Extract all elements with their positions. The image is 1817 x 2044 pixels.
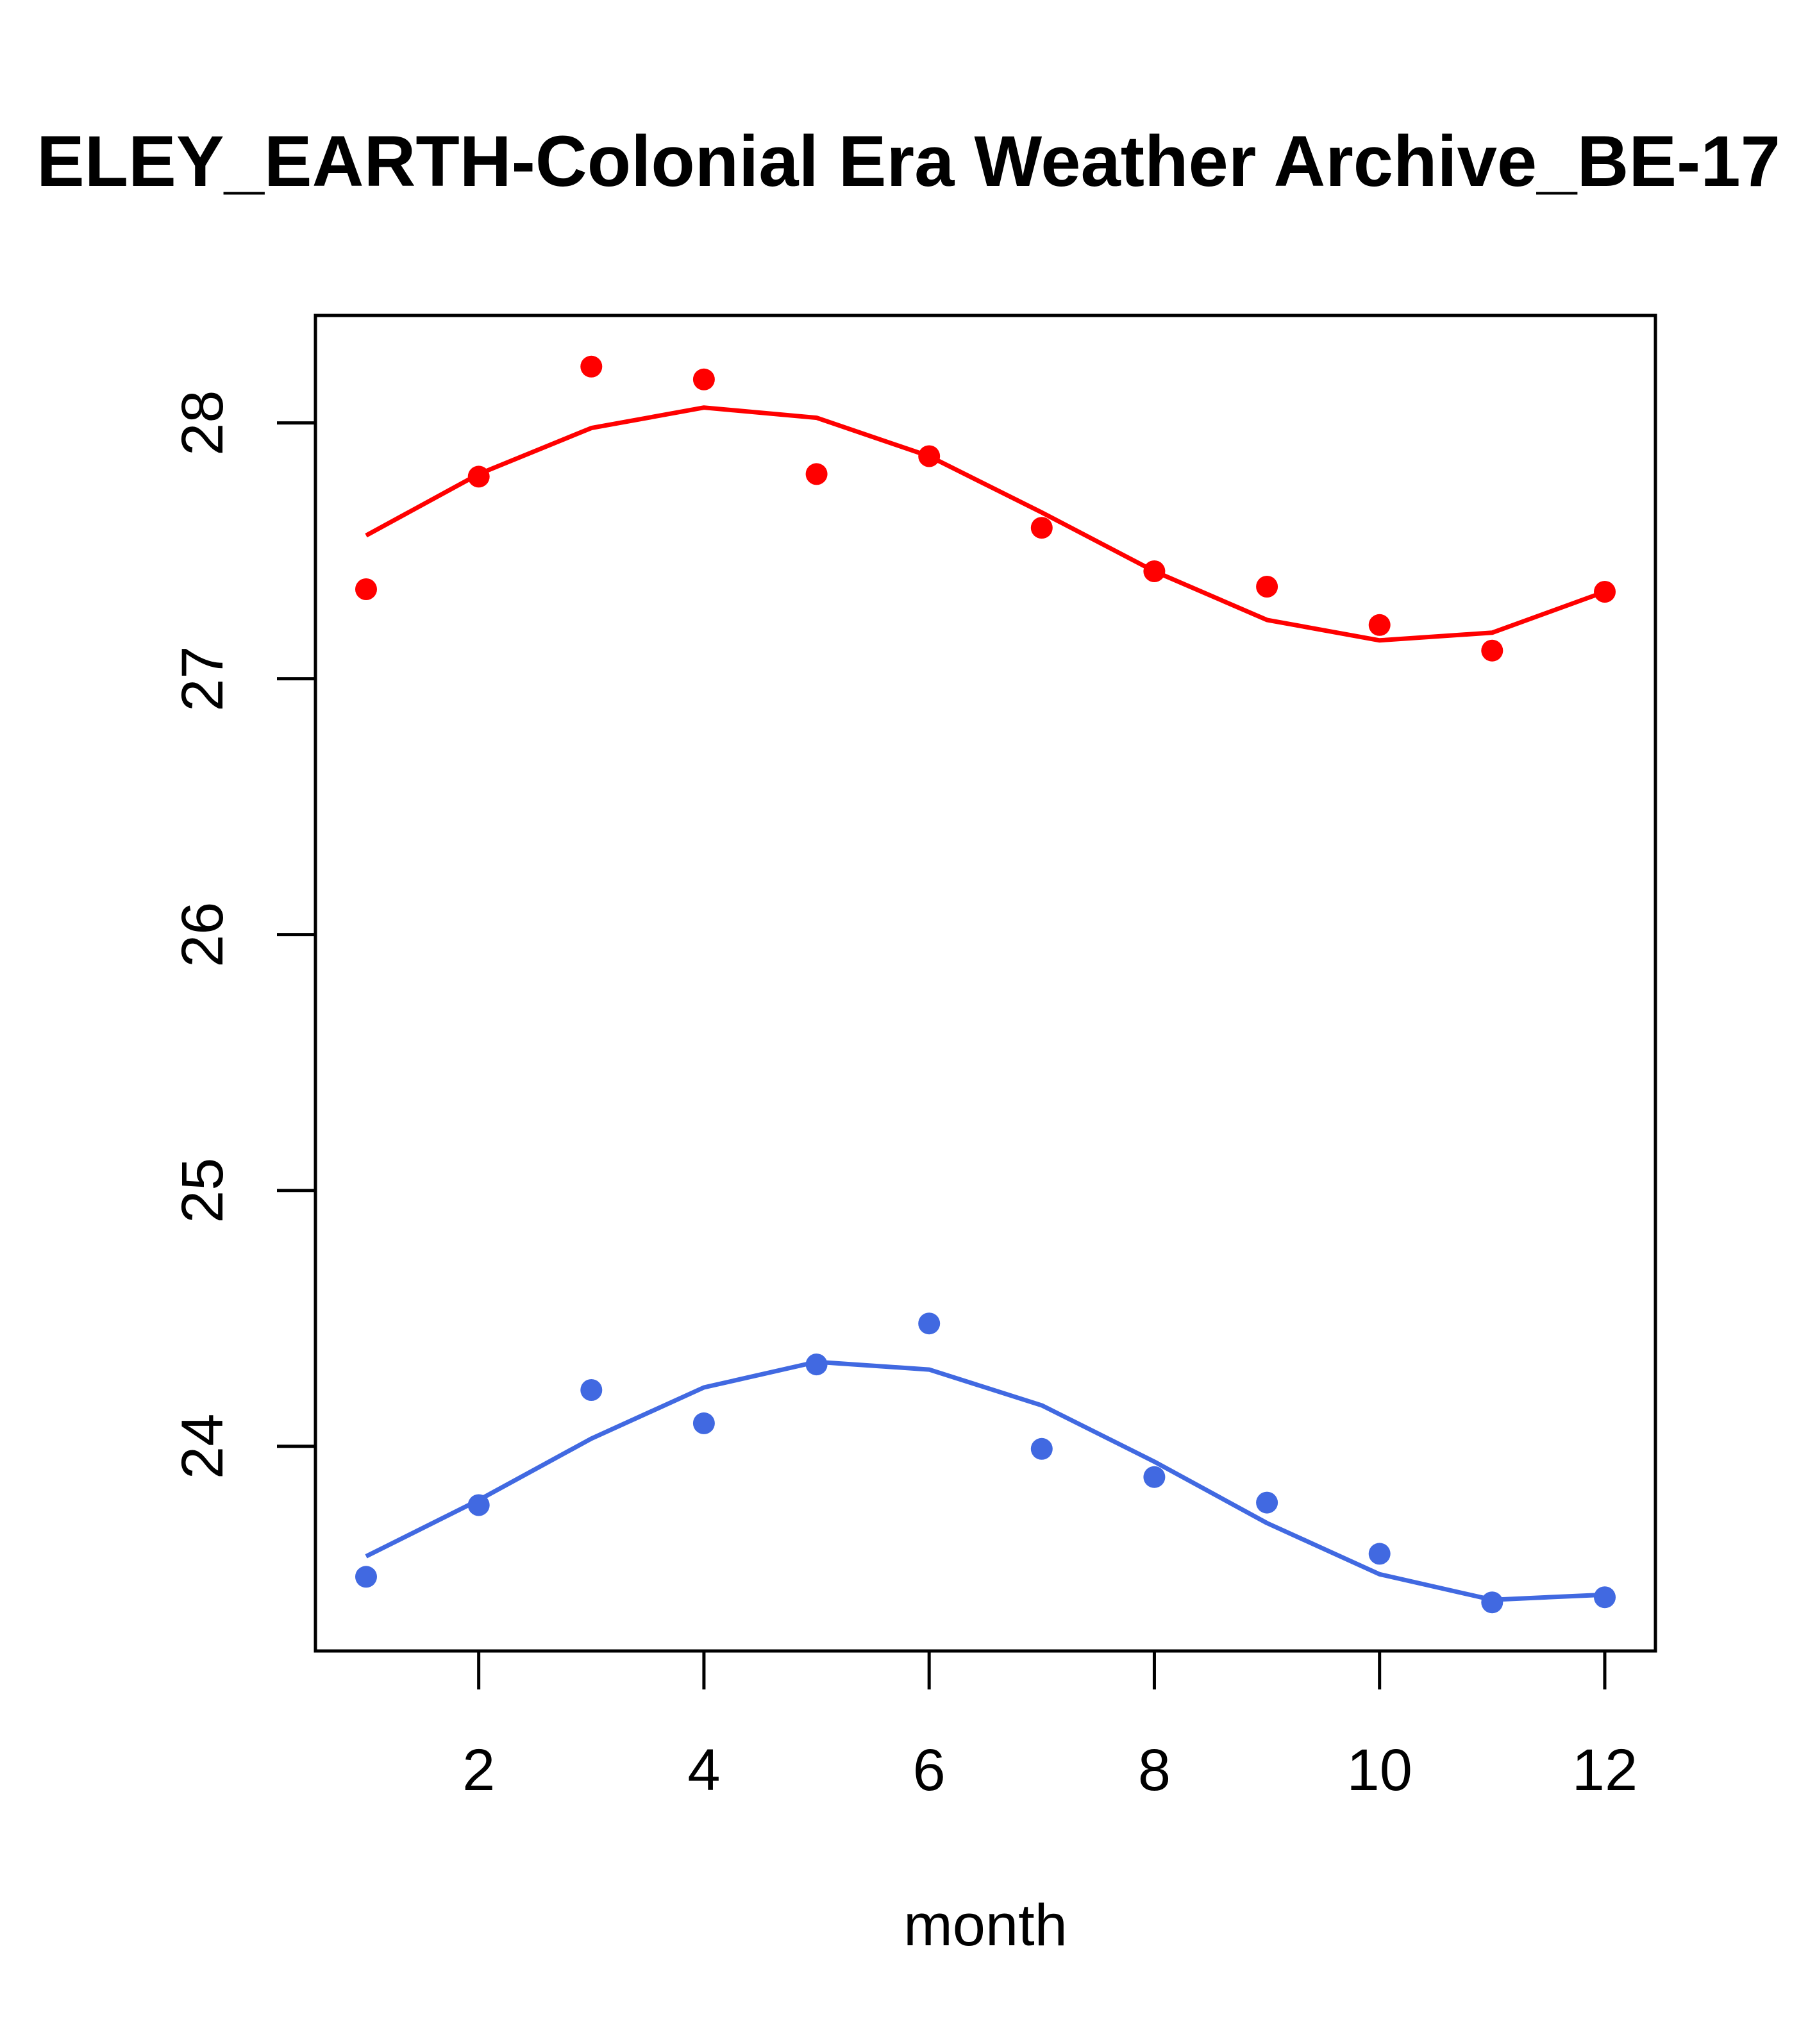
series-1-point [1594,581,1616,603]
series-1-point [1481,639,1503,662]
series-1 [355,355,1616,662]
series-1-point [580,355,603,378]
x-tick-label: 6 [913,1738,946,1803]
series-1-point [805,463,828,485]
series-2 [355,1312,1616,1614]
series-2-point [692,1412,715,1434]
plot-frame [314,314,1657,1653]
x-tick-label: 8 [1138,1738,1171,1803]
series-1-point [1256,576,1278,598]
series-1-point [1143,560,1166,582]
series-1-point [1368,614,1391,636]
y-tick-label: 27 [170,646,235,711]
series-2-point [1594,1586,1616,1609]
x-tick-label: 10 [1347,1738,1412,1803]
series-1-point [355,578,377,600]
y-tick-label: 25 [170,1158,235,1223]
series-2-line [365,1359,1605,1602]
x-axis: 2 4 6 8 10 12 [462,1651,1637,1803]
series-2-point [1481,1591,1503,1614]
chart-title: ELEY_EARTH-Colonial Era Weather Archive_… [37,121,1780,201]
series-2-point [918,1312,941,1335]
series-2-point [1143,1466,1166,1488]
x-tick-label: 2 [462,1738,495,1803]
series-2-point [1256,1491,1278,1514]
x-tick-label: 4 [687,1738,720,1803]
y-tick-label: 28 [170,390,235,455]
series-1-point [692,368,715,390]
series-1-point [918,445,941,467]
y-tick-label: 26 [170,902,235,968]
y-axis: 24 25 26 27 28 [170,390,315,1479]
series-1-line [365,405,1606,643]
series-2-point [805,1353,828,1376]
series-1-point [1030,517,1053,539]
series-1-point [467,465,490,488]
series-layer [355,355,1616,1614]
series-2-point [1368,1543,1391,1565]
x-axis-label: month [903,1893,1068,1958]
series-2-point [355,1566,377,1588]
series-2-point [580,1379,603,1401]
y-tick-label: 24 [170,1414,235,1479]
x-tick-label: 12 [1572,1738,1637,1803]
series-2-point [467,1494,490,1516]
series-2-point [1030,1437,1053,1460]
